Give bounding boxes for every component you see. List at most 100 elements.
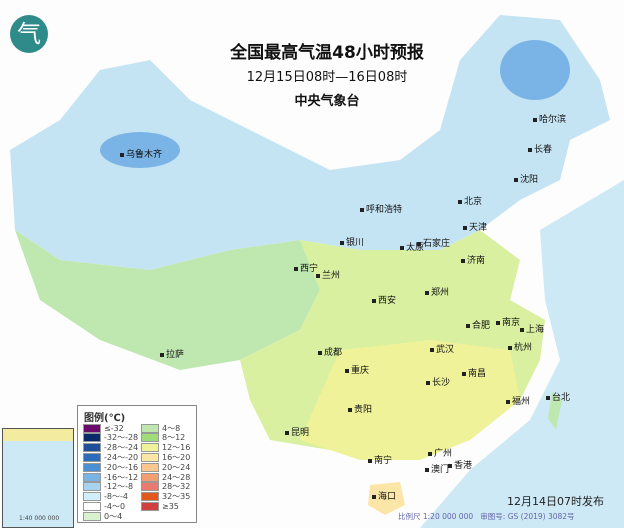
legend-item: 32～35	[141, 492, 190, 502]
city-label: 广州	[428, 446, 452, 459]
map-approval-number: 审图号: GS (2019) 3082号	[480, 512, 575, 521]
legend-label: -32～-28	[104, 433, 139, 443]
scale-and-map-number: 比例尺 1:20 000 000 审图号: GS (2019) 3082号	[398, 511, 575, 522]
legend-label: -16～-12	[104, 472, 139, 482]
legend-item: 8～12	[141, 433, 185, 443]
legend-item: -24～-20	[83, 452, 138, 462]
legend-label: -12～-8	[104, 482, 134, 492]
legend-swatch	[141, 462, 159, 472]
city-label: 呼和浩特	[360, 202, 402, 215]
tibet-region	[15, 230, 320, 370]
legend-swatch	[141, 472, 159, 482]
city-label: 西宁	[294, 261, 318, 274]
legend-label: 16～20	[162, 452, 191, 462]
issue-time: 12月14日07时发布	[507, 495, 604, 508]
legend-swatch	[141, 482, 159, 492]
cma-logo: 气	[10, 15, 48, 53]
legend-swatch	[83, 501, 101, 511]
city-label: 武汉	[430, 342, 454, 355]
legend-item: -4～0	[83, 501, 125, 511]
city-label: 银川	[340, 235, 364, 248]
legend-item: 20～24	[141, 462, 190, 472]
legend-item: 24～28	[141, 472, 190, 482]
legend-item: 4～8	[141, 423, 180, 433]
legend-swatch	[141, 452, 159, 462]
legend-swatch	[141, 492, 159, 502]
legend-item: 12～16	[141, 443, 190, 453]
city-label: 拉萨	[160, 347, 184, 360]
city-label: 石家庄	[417, 236, 450, 249]
legend-label: ≥35	[162, 501, 179, 511]
city-label: 长春	[528, 142, 552, 155]
legend: 图例(℃) ≤-32 -32～-28 -28～-24 -24～-20 -20～-16 -1…	[77, 405, 197, 523]
legend-swatch	[83, 423, 101, 433]
forecast-period: 12月15日08时—16日08时	[246, 70, 408, 85]
sea-area	[420, 180, 624, 528]
inset-scale: 1:40 000 000	[19, 515, 60, 522]
legend-label: -4～0	[104, 501, 126, 511]
city-label: 合肥	[466, 318, 490, 331]
legend-item: -16～-12	[83, 472, 138, 482]
legend-label: 12～16	[162, 443, 191, 453]
legend-label: 32～35	[162, 492, 191, 502]
legend-label: ≤-32	[104, 423, 124, 433]
legend-item: -12～-8	[83, 482, 133, 492]
legend-title: 图例(℃)	[84, 413, 126, 424]
legend-swatch	[83, 472, 101, 482]
legend-label: -28～-24	[104, 443, 139, 453]
city-label: 澳门	[425, 462, 449, 475]
city-label: 哈尔滨	[533, 112, 566, 125]
city-label: 重庆	[345, 363, 369, 376]
city-label: 西安	[372, 293, 396, 306]
legend-swatch	[83, 462, 101, 472]
legend-swatch	[141, 501, 159, 511]
legend-swatch	[83, 452, 101, 462]
legend-item: 28～32	[141, 482, 190, 492]
city-label: 昆明	[285, 425, 309, 438]
legend-item: -20～-16	[83, 462, 138, 472]
map-title: 全国最高气温48小时预报	[230, 43, 424, 63]
map-scale: 比例尺 1:20 000 000	[398, 512, 474, 521]
city-label: 乌鲁木齐	[120, 147, 162, 160]
city-label: 南昌	[462, 366, 486, 379]
legend-swatch	[141, 443, 159, 453]
city-label: 长沙	[426, 375, 450, 388]
legend-item: 16～20	[141, 452, 190, 462]
city-label: 济南	[461, 253, 485, 266]
city-label: 杭州	[508, 340, 532, 353]
city-label: 太原	[400, 240, 424, 253]
legend-label: -20～-16	[104, 462, 139, 472]
legend-label: 28～32	[162, 482, 191, 492]
city-label: 贵阳	[348, 402, 372, 415]
legend-label: 0～4	[104, 511, 123, 521]
city-label: 郑州	[425, 285, 449, 298]
legend-swatch	[83, 433, 101, 443]
city-label: 福州	[506, 394, 530, 407]
legend-item: 0～4	[83, 511, 122, 521]
city-label: 沈阳	[514, 172, 538, 185]
legend-label: 4～8	[162, 423, 181, 433]
city-label: 海口	[372, 489, 396, 502]
coldest-area-northeast	[500, 40, 570, 100]
city-label: 台北	[546, 390, 570, 403]
legend-label: -24～-20	[104, 452, 139, 462]
city-label: 上海	[520, 322, 544, 335]
city-label: 成都	[318, 345, 342, 358]
legend-swatch	[83, 443, 101, 453]
legend-item: -32～-28	[83, 433, 138, 443]
legend-swatch	[141, 423, 159, 433]
legend-swatch	[83, 492, 101, 502]
legend-item: ≤-32	[83, 423, 124, 433]
city-label: 南京	[496, 315, 520, 328]
city-label: 天津	[463, 220, 487, 233]
city-label: 南宁	[368, 453, 392, 466]
legend-label: 8～12	[162, 433, 186, 443]
legend-item: -28～-24	[83, 443, 138, 453]
legend-label: -8～-4	[104, 492, 128, 502]
legend-label: 24～28	[162, 472, 191, 482]
legend-swatch	[83, 482, 101, 492]
city-label: 香港	[448, 458, 472, 471]
city-label: 兰州	[316, 268, 340, 281]
issuer: 中央气象台	[294, 94, 360, 109]
